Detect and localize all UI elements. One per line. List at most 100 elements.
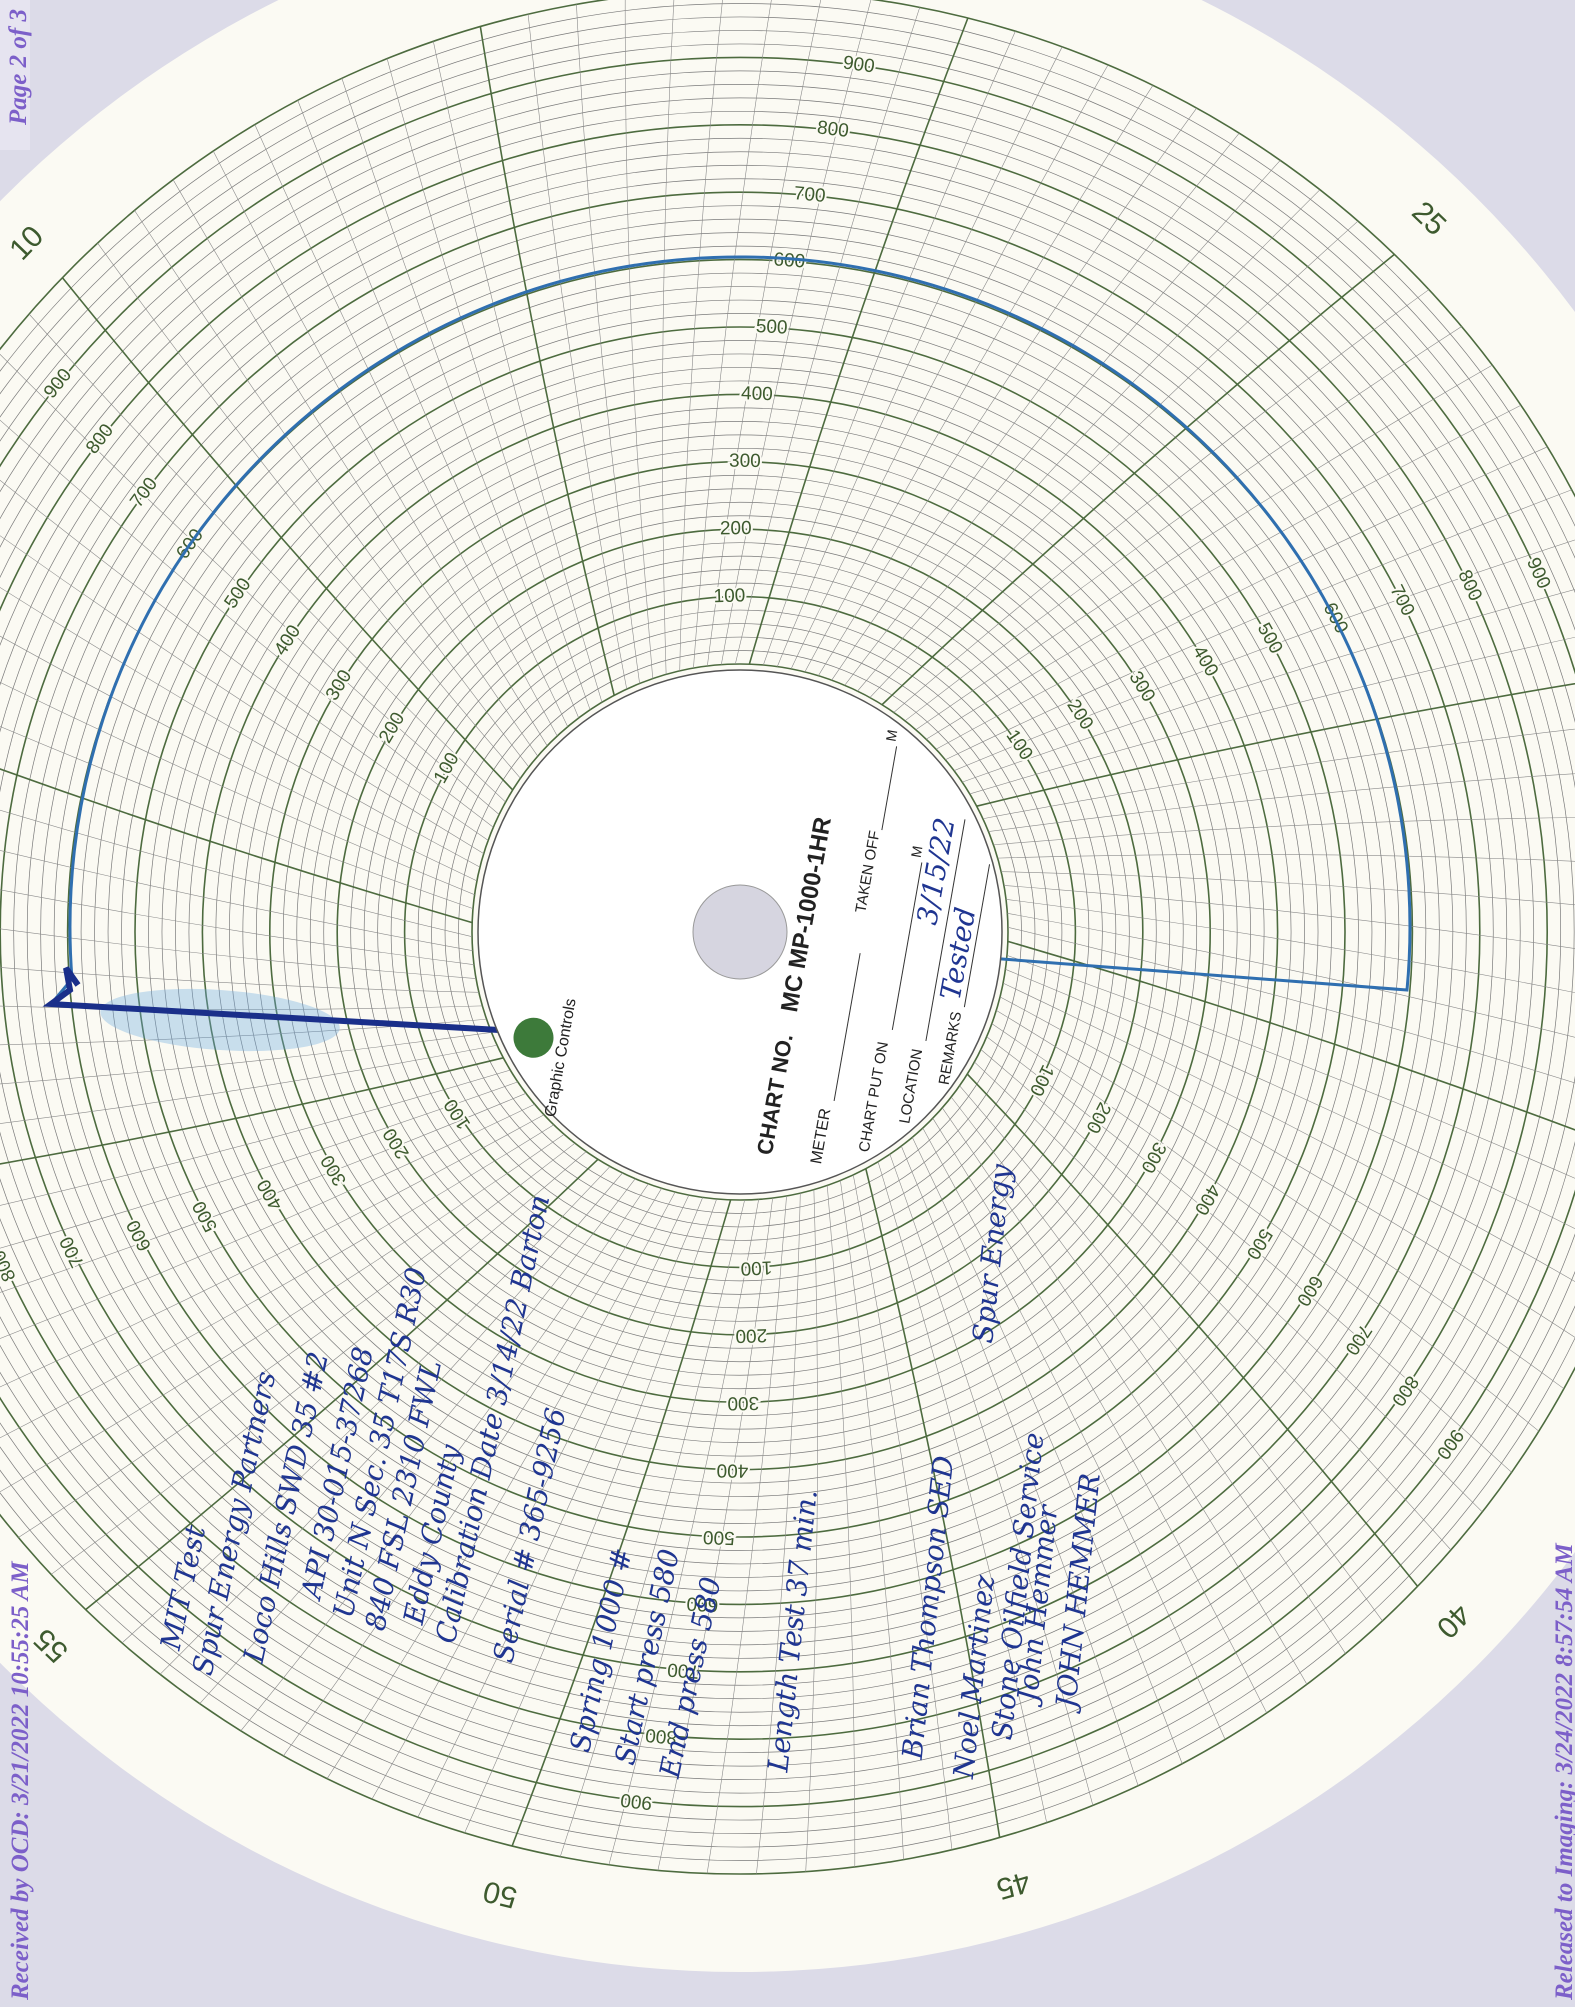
- time-line: [240, 1183, 649, 1732]
- time-line: [0, 1032, 492, 1085]
- time-line: [869, 220, 1359, 698]
- major-time-line: [479, 26, 615, 696]
- ring: [121, 313, 1359, 1551]
- time-line: [0, 726, 474, 909]
- ring: [0, 97, 1575, 1767]
- time-line: [0, 1114, 545, 1388]
- pressure-label: 500: [755, 316, 788, 339]
- ring: [0, 84, 1575, 1780]
- ring: [175, 367, 1305, 1497]
- time-line: [199, 1178, 636, 1704]
- major-time-line: [976, 682, 1575, 807]
- time-line: [121, 1166, 611, 1644]
- time-line: [991, 1023, 1540, 1432]
- time-line: [945, 489, 1572, 761]
- pressure-label: 100: [740, 1256, 773, 1279]
- time-line: [693, 0, 772, 669]
- pressure-label: 900: [619, 1789, 653, 1814]
- major-time-line: [748, 17, 969, 665]
- pressure-label: 100: [713, 585, 745, 607]
- released-stamp: Released to Imaging: 3/24/2022 8:57:54 A…: [1551, 1543, 1575, 2001]
- pressure-label: 400: [716, 1459, 748, 1480]
- time-line: [1001, 871, 1575, 906]
- time-line: [915, 364, 1493, 730]
- time-line: [935, 446, 1548, 750]
- ink-smear: [100, 988, 340, 1052]
- time-line: [341, 78, 579, 719]
- ring: [350, 542, 1130, 1322]
- ring: [0, 178, 1494, 1686]
- ring: [188, 380, 1292, 1484]
- major-time-line: [0, 1057, 504, 1165]
- major-ring: [201, 393, 1279, 1471]
- time-line: [0, 681, 475, 895]
- ring: [53, 245, 1427, 1619]
- time-line: [417, 1197, 703, 1818]
- ring: [0, 138, 1534, 1726]
- time-line: [172, 179, 538, 757]
- time-line: [877, 1161, 1047, 1823]
- major-time-line: [61, 277, 514, 791]
- time-line: [386, 58, 591, 710]
- time-line: [1002, 982, 1575, 1282]
- time-line: [756, 1193, 801, 1874]
- time-line: [826, 1185, 856, 1867]
- pressure-label: 800: [816, 117, 850, 142]
- time-line: [254, 124, 558, 737]
- time-line: [889, 1154, 1094, 1806]
- time-line: [857, 189, 1321, 692]
- major-time-line: [85, 1158, 599, 1611]
- time-line: [706, 1195, 787, 1874]
- time-line: [0, 928, 477, 979]
- time-line: [840, 1180, 904, 1860]
- time-line: [662, 0, 675, 675]
- time-line: [932, 1118, 1268, 1714]
- major-ring: [0, 124, 1548, 1740]
- ring: [309, 501, 1171, 1363]
- put-on-line: [891, 862, 923, 1031]
- time-line: [911, 1137, 1183, 1764]
- ring: [323, 515, 1157, 1349]
- time-line: [982, 728, 1575, 820]
- time-line: [657, 1197, 773, 1871]
- time-line: [922, 1127, 1226, 1740]
- time-line: [1007, 913, 1575, 1038]
- time-line: [818, 107, 1197, 676]
- major-ring: [336, 528, 1144, 1336]
- time-line: [735, 7, 921, 665]
- pressure-label: 600: [773, 249, 806, 272]
- received-stamp: Received by OCD: 3/21/2022 10:55:25 AM: [7, 1561, 34, 2001]
- pressure-trace: [47, 255, 1412, 1032]
- grid: [0, 0, 1575, 1875]
- major-ring: [403, 595, 1077, 1269]
- ring: [0, 16, 1575, 1848]
- time-line: [0, 967, 479, 993]
- time-line: [527, 14, 628, 690]
- m-label: M: [908, 844, 926, 858]
- ring: [458, 650, 1022, 1214]
- ring: [215, 407, 1265, 1457]
- time-line: [962, 589, 1575, 783]
- time-line: [969, 636, 1575, 795]
- major-time-line: [881, 253, 1395, 706]
- major-ring: [0, 56, 1575, 1808]
- time-line: [901, 1145, 1139, 1786]
- pressure-label: 900: [842, 52, 876, 77]
- time-line: [1005, 899, 1575, 993]
- time-line: [576, 4, 640, 684]
- page-number: Page 2 of 3: [5, 9, 32, 126]
- time-line: [790, 64, 1109, 670]
- time-line: [763, 31, 1016, 666]
- time-line: [996, 1010, 1565, 1389]
- time-line: [926, 404, 1522, 740]
- ring: [431, 623, 1049, 1241]
- location-line: [925, 819, 966, 1042]
- ring: [107, 299, 1373, 1565]
- time-line: [0, 479, 489, 841]
- ring: [255, 447, 1225, 1417]
- time-line: [980, 1049, 1483, 1513]
- time-line: [721, 0, 872, 665]
- ring: [296, 488, 1184, 1376]
